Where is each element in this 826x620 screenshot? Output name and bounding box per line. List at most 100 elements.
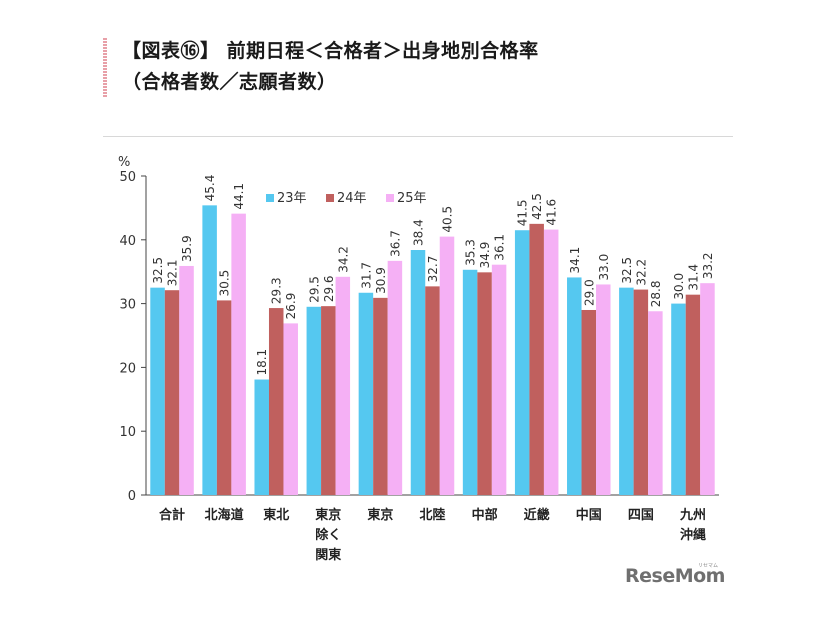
bar xyxy=(283,323,298,495)
data-label: 33.2 xyxy=(701,252,715,279)
bar xyxy=(700,283,715,495)
bar xyxy=(387,260,403,495)
data-label: 31.7 xyxy=(359,262,373,289)
legend-swatch xyxy=(326,194,334,202)
data-label: 32.2 xyxy=(634,259,648,286)
title-line-1: 【図表⑯】 前期日程＜合格者＞出身地別合格率 xyxy=(122,40,539,62)
data-label: 29.5 xyxy=(307,276,321,303)
bar xyxy=(581,309,597,495)
data-label: 35.3 xyxy=(464,239,478,266)
x-tick-label: 四国 xyxy=(628,508,654,523)
data-label: 36.1 xyxy=(493,234,507,261)
data-label: 36.7 xyxy=(388,230,402,257)
bar xyxy=(462,269,478,495)
bar xyxy=(439,236,455,496)
page-title: 【図表⑯】 前期日程＜合格者＞出身地別合格率 （合格者数／志願者数） xyxy=(122,36,539,98)
x-tick-label: 九州 xyxy=(679,508,706,523)
bar xyxy=(306,306,322,495)
bar xyxy=(633,289,649,495)
data-label: 33.0 xyxy=(597,254,611,281)
bar xyxy=(231,213,246,495)
title-accent-bar xyxy=(103,38,107,98)
bar xyxy=(321,306,336,495)
legend-label: 24年 xyxy=(337,191,367,206)
resemom-logo: ReseMom xyxy=(625,565,725,587)
bar xyxy=(335,276,351,495)
y-tick-label: 50 xyxy=(119,170,136,185)
y-tick-label: 10 xyxy=(119,425,136,440)
x-tick-label: 北陸 xyxy=(419,507,445,523)
bar xyxy=(254,379,269,495)
x-tick-label: 中国 xyxy=(576,507,602,523)
legend-swatch xyxy=(386,194,394,202)
bar xyxy=(671,303,686,495)
y-unit-label: % xyxy=(118,155,130,170)
x-tick-label: 北海道 xyxy=(205,507,244,523)
data-label: 34.1 xyxy=(568,247,582,274)
bar xyxy=(477,272,492,495)
bar xyxy=(596,284,611,495)
data-label: 29.3 xyxy=(270,277,284,304)
data-label: 30.5 xyxy=(218,270,232,297)
bar xyxy=(491,264,507,495)
bar xyxy=(373,297,388,495)
bar xyxy=(150,287,165,495)
resemom-logo-kana: リセマム xyxy=(698,563,719,569)
x-tick-label: 東北 xyxy=(263,507,289,523)
y-tick-label: 20 xyxy=(119,361,136,376)
data-label: 29.6 xyxy=(322,275,336,302)
bar xyxy=(410,250,426,495)
data-label: 42.5 xyxy=(530,193,544,220)
x-tick-label: 東京 xyxy=(315,507,341,523)
data-label: 30.0 xyxy=(672,273,686,300)
data-label: 40.5 xyxy=(441,206,455,233)
data-label: 18.1 xyxy=(255,349,269,376)
x-tick-label: 沖縄 xyxy=(680,527,706,543)
bar xyxy=(216,300,232,495)
x-tick-label: 中部 xyxy=(472,507,498,523)
x-tick-label: 除く xyxy=(315,527,341,543)
bar xyxy=(425,286,440,495)
legend-label: 23年 xyxy=(277,191,307,206)
data-label: 30.9 xyxy=(374,267,388,294)
data-label: 34.2 xyxy=(336,246,350,273)
bar xyxy=(514,230,530,496)
y-tick-label: 30 xyxy=(119,298,136,313)
y-tick-label: 0 xyxy=(128,489,136,504)
bar xyxy=(179,265,194,495)
data-label: 32.7 xyxy=(426,256,440,283)
legend-swatch xyxy=(266,194,274,202)
y-tick-label: 40 xyxy=(119,234,136,249)
data-label: 31.4 xyxy=(686,264,700,291)
bar xyxy=(685,294,701,495)
bar xyxy=(202,205,217,495)
bar xyxy=(648,311,663,495)
bar xyxy=(567,277,582,495)
data-label: 35.9 xyxy=(180,235,194,262)
bar xyxy=(529,223,544,495)
data-label: 32.5 xyxy=(620,257,634,284)
bar xyxy=(543,229,559,496)
data-label: 41.5 xyxy=(516,200,530,227)
x-tick-label: 合計 xyxy=(159,507,185,523)
data-label: 29.0 xyxy=(582,279,596,306)
data-label: 32.1 xyxy=(166,259,180,286)
data-label: 44.1 xyxy=(232,183,246,210)
data-label: 28.8 xyxy=(649,281,663,308)
title-line-2: （合格者数／志願者数） xyxy=(122,71,337,93)
data-label: 38.4 xyxy=(412,219,426,246)
x-tick-label: 東京 xyxy=(367,507,393,523)
data-label: 26.9 xyxy=(284,293,298,320)
data-label: 41.6 xyxy=(545,199,559,226)
x-tick-label: 近畿 xyxy=(524,507,550,523)
bar xyxy=(268,308,284,495)
divider xyxy=(103,136,733,137)
bar xyxy=(164,290,180,495)
bar xyxy=(358,292,374,495)
data-label: 34.9 xyxy=(478,242,492,269)
data-label: 45.4 xyxy=(203,175,217,202)
x-tick-label: 関東 xyxy=(315,547,341,563)
bar xyxy=(619,287,634,495)
data-label: 32.5 xyxy=(151,257,165,284)
